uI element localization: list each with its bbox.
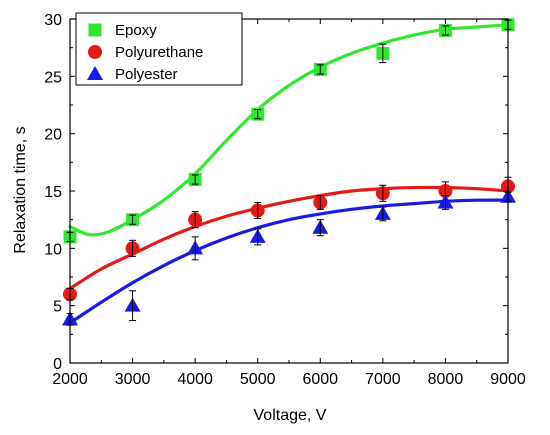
fit-curve-epoxy (68, 23, 510, 237)
x-tick-label: 2000 (52, 371, 88, 388)
legend-box (75, 12, 243, 86)
y-axis-title: Relaxation time, s (12, 126, 29, 253)
x-tick-label: 6000 (302, 371, 338, 388)
legend-label-epoxy: Epoxy (115, 22, 157, 39)
y-tick-label: 25 (44, 69, 62, 86)
fit-curve-polyester (68, 198, 510, 325)
legend-marker-epoxy (88, 23, 102, 37)
x-tick-label: 3000 (115, 371, 151, 388)
x-tick-label: 4000 (177, 371, 213, 388)
legend-label-polyurethane: Polyurethane (115, 44, 203, 61)
legend: Epoxy Polyurethane Polyester (75, 12, 243, 86)
y-tick-label: 0 (53, 356, 62, 373)
legend-marker-polyester (87, 66, 103, 80)
x-tick-label: 5000 (240, 371, 276, 388)
x-tick-label: 8000 (428, 371, 464, 388)
y-tick-label: 15 (44, 184, 62, 201)
x-tick-label: 9000 (490, 371, 526, 388)
y-tick-label: 5 (53, 299, 62, 316)
legend-label-polyester: Polyester (115, 66, 178, 83)
fit-curves (68, 23, 510, 325)
y-tick-label: 30 (44, 12, 62, 29)
axes: 2000 3000 4000 5000 6000 7000 8000 9000 0 5 10 15 20… (44, 12, 526, 388)
legend-marker-polyurethane (88, 45, 102, 59)
y-tick-label: 10 (44, 241, 62, 258)
fit-curve-polyurethane (68, 185, 510, 291)
x-axis-title: Voltage, V (254, 407, 327, 424)
y-tick-label: 20 (44, 127, 62, 144)
data-markers (62, 18, 516, 326)
x-tick-label: 7000 (365, 371, 401, 388)
